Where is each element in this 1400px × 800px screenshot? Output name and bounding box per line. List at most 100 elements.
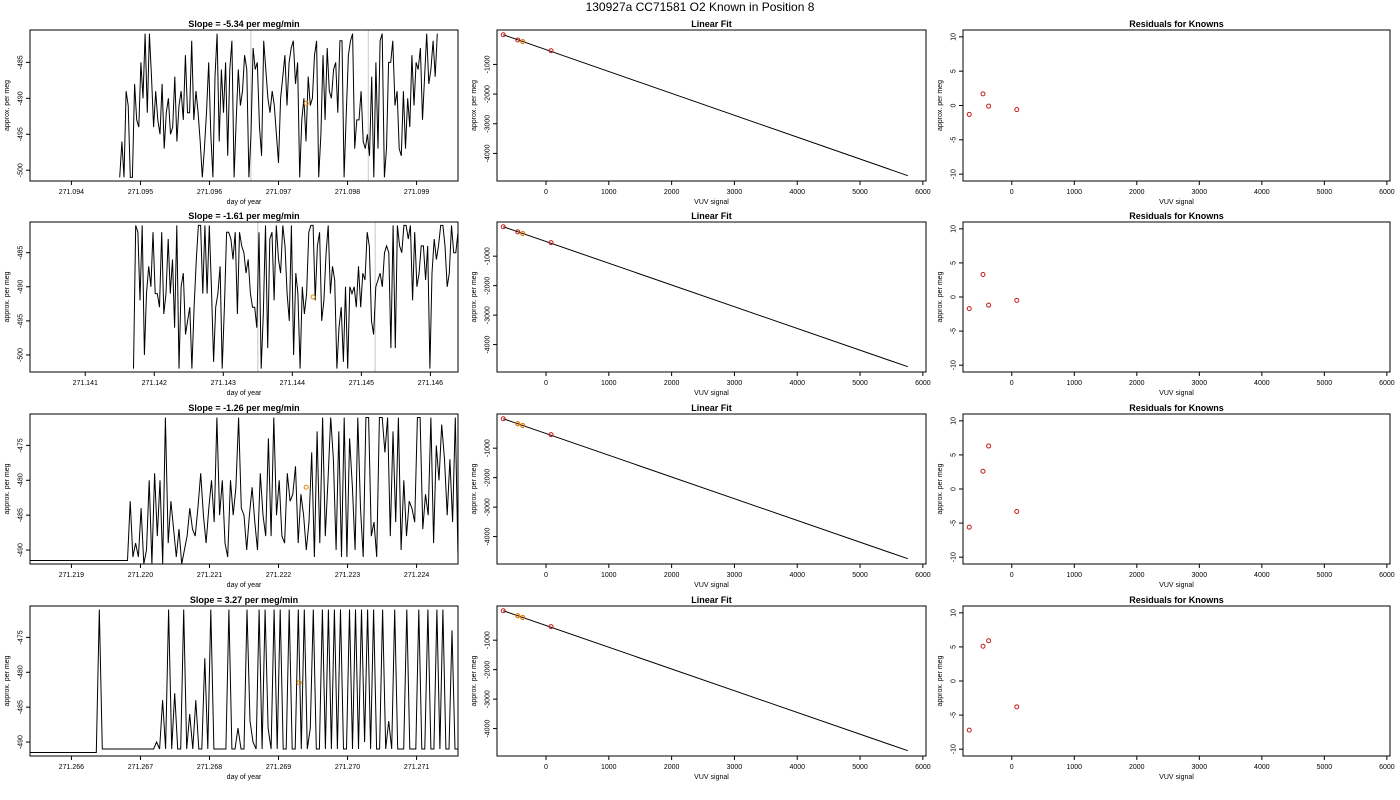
highlight-point [520, 614, 526, 620]
data-point [548, 624, 554, 630]
y-tick-label: -1000 [485, 247, 492, 265]
x-tick-label: 5000 [1317, 189, 1333, 196]
x-tick-label: 0 [544, 189, 548, 196]
data-point [980, 643, 986, 649]
y-axis-label: approx. per meg [471, 463, 478, 514]
x-tick-label: 271.098 [335, 189, 360, 196]
y-tick-label: -500 [18, 348, 25, 362]
chart-title: Residuals for Knowns [1129, 595, 1224, 605]
chart-title: Residuals for Knowns [1129, 19, 1224, 29]
x-tick-label: 3000 [1192, 380, 1208, 387]
x-tick-label: 271.223 [335, 572, 360, 579]
y-tick-label: 5 [951, 261, 958, 265]
plot-area [133, 222, 458, 372]
y-tick-label: -3000 [485, 115, 492, 133]
chart-title: Linear Fit [691, 211, 732, 221]
x-tick-label: 271.144 [280, 380, 305, 387]
y-tick-label: -485 [18, 508, 25, 522]
x-tick-label: 1000 [1066, 764, 1082, 771]
y-tick-label: 5 [951, 453, 958, 457]
y-axis-label: approx. per meg [4, 655, 11, 706]
data-point [986, 443, 992, 449]
data-point [1014, 704, 1020, 710]
data-point [500, 416, 506, 422]
x-axis-label: VUV signal [1159, 390, 1194, 397]
x-tick-label: 271.096 [197, 189, 222, 196]
x-tick-label: 0 [544, 764, 548, 771]
y-tick-label: -485 [17, 55, 24, 69]
y-tick-label: 10 [951, 225, 958, 233]
x-tick-label: 271.222 [266, 572, 291, 579]
y-tick-label: -495 [18, 314, 25, 328]
series-line [30, 609, 458, 753]
y-tick-label: -490 [18, 735, 25, 749]
data-point [980, 272, 986, 277]
y-tick-label: -1000 [485, 55, 492, 73]
chart-panel-1: 271.094 271.095 271.096 271.097 271.098 271.0… [4, 19, 459, 206]
chart-panel-10: 271.266 271.267 271.268 271.269 271.270 271.2… [4, 595, 459, 781]
x-tick-label: 4000 [789, 189, 805, 196]
x-axis-label: day of year [227, 199, 262, 206]
y-tick-label: -2000 [485, 85, 492, 103]
chart-panel-4: 271.141 271.142 271.143 271.144 271.145 271.1… [4, 211, 459, 397]
plot-area [30, 609, 458, 753]
x-tick-label: 6000 [1379, 380, 1395, 387]
chart-title: Slope = -1.26 per meg/min [188, 403, 299, 413]
chart-panel-3: 0 1000 2000 3000 4000 5000 6000 10 5 0 -5 -10 Residu… [937, 19, 1395, 206]
x-tick-label: 6000 [915, 764, 931, 771]
x-tick-label: 271.267 [128, 764, 153, 771]
data-point [1014, 107, 1020, 113]
x-tick-label: 2000 [1129, 380, 1145, 387]
x-tick-label: 271.221 [197, 572, 222, 579]
y-tick-label: -490 [18, 280, 25, 294]
x-tick-label: 0 [1010, 572, 1014, 579]
y-tick-label: -10 [951, 169, 958, 179]
series-line [30, 417, 458, 564]
y-tick-label: -490 [18, 543, 25, 557]
x-tick-label: 3000 [727, 572, 743, 579]
y-tick-label: -5 [951, 520, 958, 526]
y-tick-label: -5 [951, 328, 958, 334]
y-tick-label: -5 [951, 137, 958, 143]
chart-panel-12: 0 1000 2000 3000 4000 5000 6000 10 5 0 -5 -10 Residu… [937, 595, 1395, 781]
chart-title: Linear Fit [691, 19, 732, 29]
plot-frame [29, 221, 459, 373]
y-tick-label: -2000 [485, 661, 492, 679]
x-axis-label: VUV signal [1159, 582, 1194, 589]
x-tick-label: 3000 [1192, 764, 1208, 771]
y-axis-label: approx. per meg [4, 463, 11, 514]
x-tick-label: 5000 [852, 189, 868, 196]
x-tick-label: 271.095 [128, 189, 153, 196]
y-tick-label: 10 [951, 609, 958, 617]
x-tick-label: 271.094 [59, 189, 84, 196]
x-tick-label: 6000 [1379, 572, 1395, 579]
chart-panel-6: 0 1000 2000 3000 4000 5000 6000 10 5 0 -5 -10 Residu… [937, 211, 1395, 397]
x-axis-label: day of year [227, 774, 262, 781]
fit-line [503, 34, 908, 177]
y-tick-label: -1000 [485, 439, 492, 457]
y-tick-label: 0 [951, 295, 958, 299]
x-tick-label: 6000 [915, 189, 931, 196]
y-tick-label: 5 [951, 645, 958, 649]
x-tick-label: 0 [544, 380, 548, 387]
series-line [133, 224, 458, 369]
plot-area [966, 638, 1020, 733]
y-tick-label: -5 [951, 712, 958, 718]
y-axis-label: approx. per meg [471, 271, 478, 322]
chart-title: Slope = 3.27 per meg/min [190, 595, 298, 605]
x-tick-label: 271.219 [59, 572, 84, 579]
plot-area [500, 608, 908, 752]
y-axis-label: approx. per meg [937, 271, 944, 322]
y-tick-label: -4000 [485, 144, 492, 162]
data-point [1014, 509, 1020, 514]
plot-area [966, 443, 1020, 530]
x-tick-label: 5000 [852, 380, 868, 387]
y-tick-label: -2000 [485, 277, 492, 295]
chart-panel-8: 0 1000 2000 3000 4000 5000 6000 -1000 -2000 -3000… [471, 403, 931, 589]
x-axis-label: VUV signal [694, 774, 729, 781]
x-tick-label: 4000 [789, 572, 805, 579]
y-axis-label: approx. per meg [471, 80, 478, 131]
x-tick-label: 0 [544, 572, 548, 579]
y-tick-label: -4000 [485, 528, 492, 546]
